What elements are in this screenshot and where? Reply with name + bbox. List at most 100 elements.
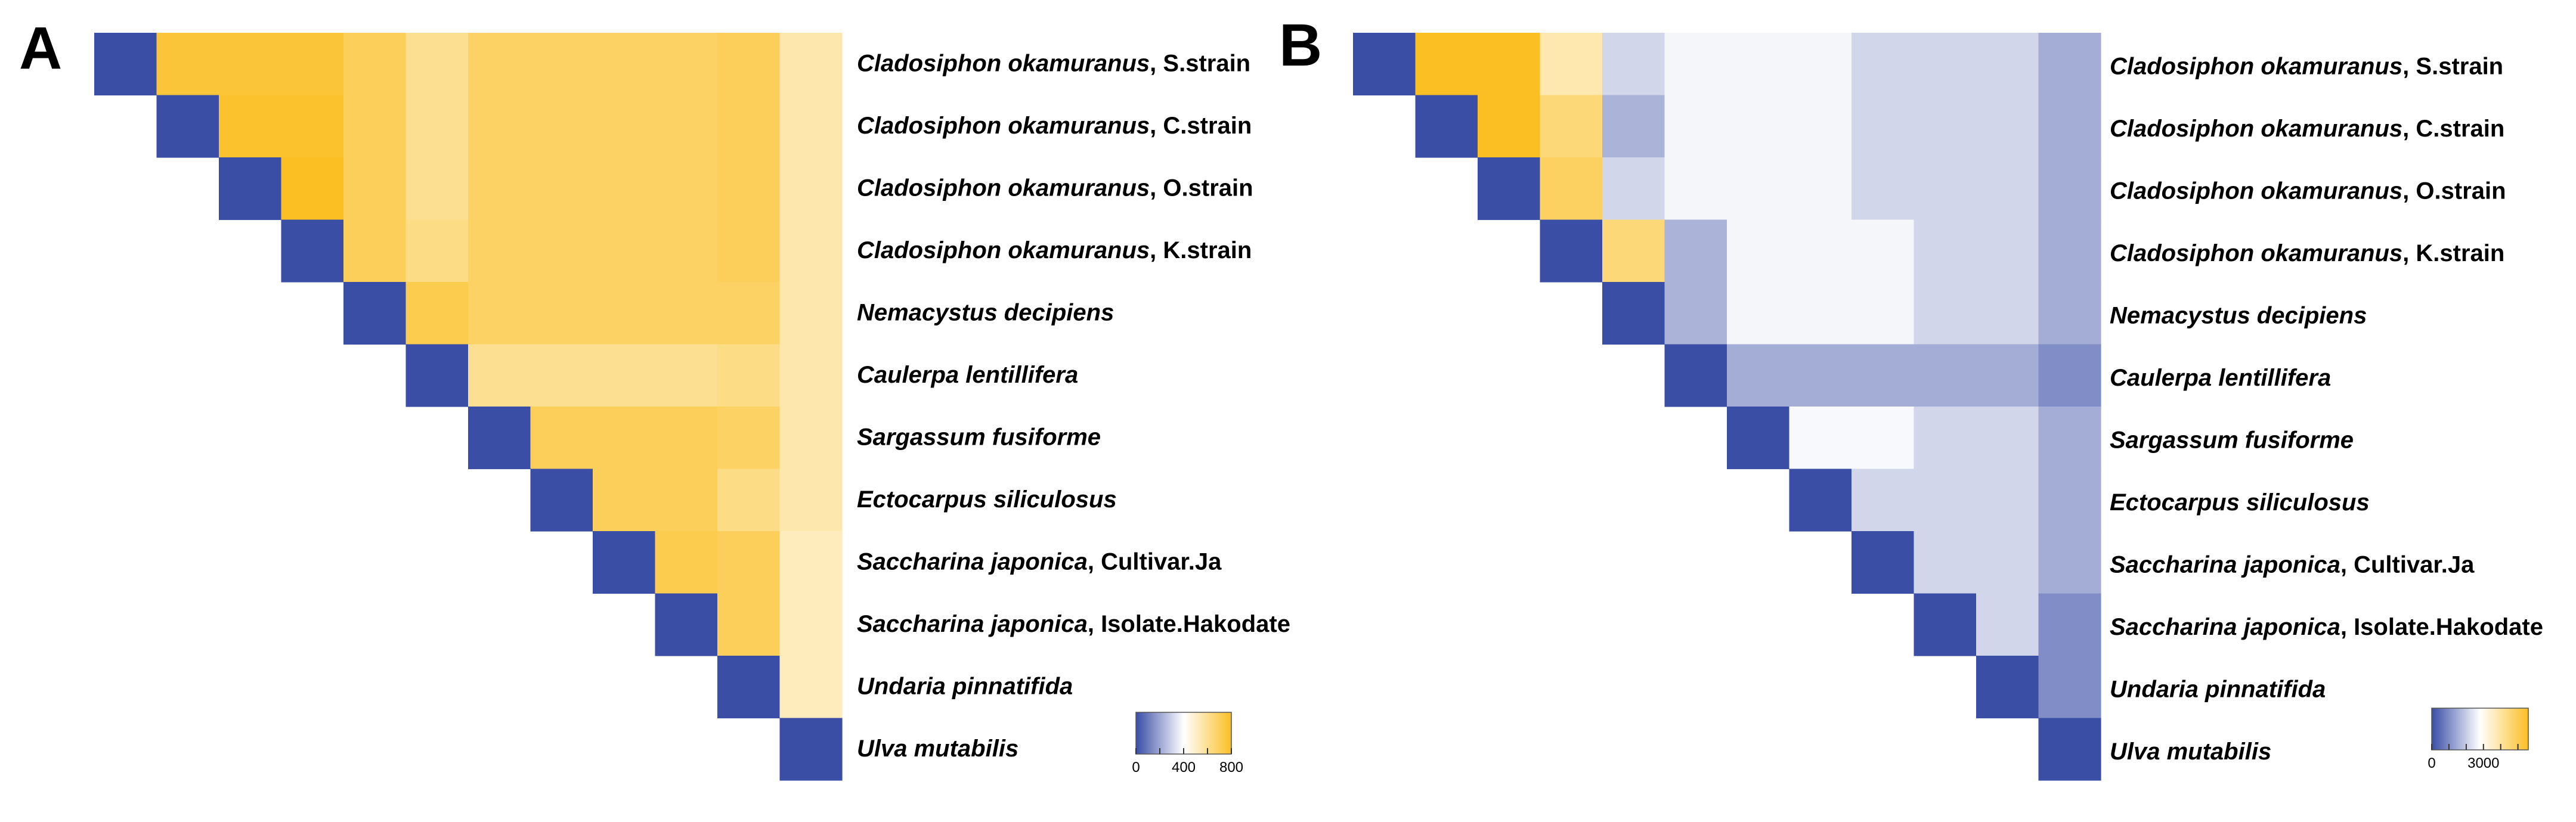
heatmap-cell (1976, 469, 2039, 532)
heatmap-cell (2038, 344, 2101, 407)
row-label-species: Nemacystus decipiens (2110, 302, 2367, 328)
heatmap-cell (1478, 95, 1541, 158)
heatmap-cell (1415, 95, 1478, 158)
heatmap-cell (1914, 593, 1977, 656)
colorbar-segment (2469, 708, 2471, 750)
heatmap-cell (1852, 219, 1915, 283)
heatmap-cell (281, 95, 344, 158)
heatmap-cell (1478, 157, 1541, 221)
colorbar-segment (1175, 712, 1178, 754)
heatmap-cell (405, 344, 469, 407)
row-label-suffix: , S.strain (2402, 53, 2503, 79)
heatmap-cell (530, 407, 593, 470)
heatmap-cell (405, 95, 469, 158)
heatmap-cell (219, 95, 282, 158)
heatmap-cell (717, 157, 781, 221)
heatmap-cell (1540, 33, 1603, 96)
heatmap-cell (1914, 282, 1977, 345)
heatmap-cell (405, 157, 469, 221)
colorbar-segment (2483, 708, 2485, 750)
heatmap-cell (593, 407, 656, 470)
heatmap-cell (1664, 33, 1727, 96)
row-label-species: Saccharina japonica (2110, 551, 2340, 578)
heatmap-panel-b: B Cladosiphon okamuranus, S.strainClados… (1279, 12, 2543, 781)
heatmap-cell (530, 344, 593, 407)
colorbar-segment (1137, 712, 1140, 754)
heatmap-cell (717, 33, 781, 96)
colorbar-segment (1223, 712, 1225, 754)
row-label: Saccharina japonica, Cultivar.Ja (857, 548, 1222, 575)
heatmap-cell (468, 33, 531, 96)
row-label-species: Saccharina japonica (2110, 614, 2340, 640)
heatmap-cell (779, 95, 843, 158)
heatmap-cell (468, 407, 531, 470)
heatmap-cell (779, 531, 843, 594)
colorbar-segment (2446, 708, 2448, 750)
colorbar-segment (1225, 712, 1227, 754)
heatmap-cell (779, 219, 843, 283)
heatmap-cell (655, 593, 718, 656)
colorbar-segment (1190, 712, 1192, 754)
heatmap-cell (1664, 95, 1727, 158)
colorbar-a: 0 400 800 (1132, 712, 1243, 776)
row-label-suffix: , K.strain (2402, 240, 2504, 266)
colorbar-segment (1177, 712, 1179, 754)
colorbar-segment (2506, 708, 2508, 750)
colorbar-segment (2507, 708, 2509, 750)
colorbar-segment (1220, 712, 1222, 754)
colorbar-segment (2453, 708, 2455, 750)
colorbar-segment (1201, 712, 1203, 754)
heatmap-cell (779, 344, 843, 407)
heatmap-cell (2038, 407, 2101, 470)
panel-letter-a: A (19, 15, 62, 82)
colorbar-segment (2441, 708, 2444, 750)
heatmap-cell (405, 282, 469, 345)
colorbar-segment (2485, 708, 2487, 750)
colorbar-segment (1184, 712, 1186, 754)
row-label-species: Cladosiphon okamuranus (857, 50, 1150, 76)
colorbar-segment (2462, 708, 2464, 750)
row-label-suffix: , C.strain (2402, 116, 2504, 142)
heatmap-cell (2038, 157, 2101, 221)
colorbar-segment (1188, 712, 1191, 754)
colorbar-segment (1172, 712, 1175, 754)
heatmap-cell (1789, 157, 1852, 221)
row-label: Cladosiphon okamuranus, K.strain (857, 237, 1252, 263)
colorbar-segment (2522, 708, 2524, 750)
heatmap-cell (1727, 282, 1790, 345)
colorbar-segment (1168, 712, 1170, 754)
row-label-species: Cladosiphon okamuranus (857, 237, 1150, 263)
heatmap-cell (655, 282, 718, 345)
row-label: Cladosiphon okamuranus, C.strain (857, 113, 1252, 139)
row-label-species: Caulerpa lentillifera (2110, 365, 2331, 391)
row-label: Ectocarpus siliculosus (2110, 489, 2370, 516)
colorbar-segment (1151, 712, 1154, 754)
colorbar-segment (1208, 712, 1210, 754)
row-label-species: Caulerpa lentillifera (857, 362, 1078, 388)
heatmap-cell (1976, 219, 2039, 283)
heatmap-cell (593, 282, 656, 345)
row-label-species: Nemacystus decipiens (857, 299, 1114, 325)
colorbar-segment (2518, 708, 2521, 750)
row-label-suffix: , C.strain (1150, 113, 1252, 139)
colorbar-segment (2457, 708, 2460, 750)
heatmap-cell (1914, 33, 1977, 96)
row-label-species: Cladosiphon okamuranus (2110, 240, 2402, 266)
heatmap-cell (2038, 531, 2101, 594)
heatmap-cell (717, 219, 781, 283)
colorbar-segment (2432, 708, 2434, 750)
heatmap-cell (717, 593, 781, 656)
heatmap-cell (343, 219, 407, 283)
colorbar-segment (1206, 712, 1208, 754)
colorbar-segment (1212, 712, 1215, 754)
row-label-species: Ulva mutabilis (2110, 739, 2271, 765)
heatmap-cell (1602, 282, 1665, 345)
colorbar-segment (2523, 708, 2525, 750)
heatmap-cell (779, 469, 843, 532)
heatmap-cell (1415, 33, 1478, 96)
heatmap-cell (593, 95, 656, 158)
row-label-suffix: , Cultivar.Ja (1088, 548, 1222, 575)
colorbar-segment (1194, 712, 1197, 754)
heatmap-cells-a (94, 33, 843, 781)
